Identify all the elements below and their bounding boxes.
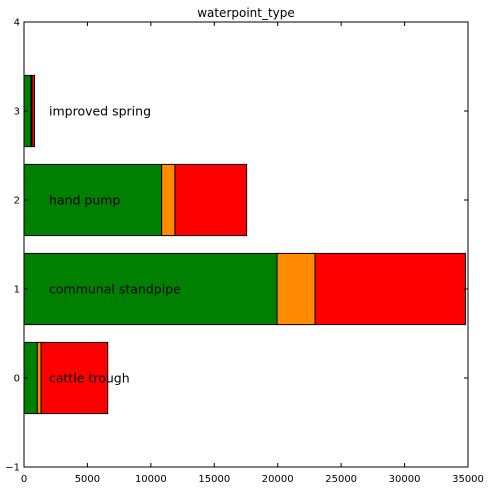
- axis-ticks: [23, 21, 469, 468]
- y-tick-label: 4: [14, 18, 20, 29]
- bars: [23, 74, 466, 415]
- bar-segment: [276, 252, 316, 326]
- bar-segment: [31, 74, 36, 148]
- y-tick-label: 0: [14, 374, 20, 385]
- y-tick-label: 1: [14, 285, 20, 296]
- x-tick-labels: 0 5000 10000 15000 20000 25000 30000 35000: [21, 474, 484, 485]
- x-tick-label: 5000: [75, 474, 100, 485]
- y-tick-label: 2: [14, 196, 20, 207]
- bar-segment: [174, 163, 248, 237]
- x-tick-label: 25000: [325, 474, 357, 485]
- y-tick-labels: −1 0 1 2 3 4: [5, 18, 20, 474]
- bar-segment: [23, 252, 278, 326]
- bar-segment: [40, 341, 109, 415]
- x-tick-label: 20000: [262, 474, 294, 485]
- category-label: hand pump: [49, 193, 120, 208]
- category-label: improved spring: [49, 104, 151, 119]
- bar-segment: [161, 163, 176, 237]
- y-tick-label: −1: [5, 463, 20, 474]
- x-tick-label: 10000: [135, 474, 167, 485]
- bar-segment: [36, 341, 42, 415]
- plot-frame: [23, 21, 469, 468]
- category-label: communal standpipe: [49, 282, 181, 297]
- bar-segment: [314, 252, 466, 326]
- x-tick-label: 35000: [452, 474, 484, 485]
- category-label: cattle trough: [49, 371, 130, 386]
- y-tick-label: 3: [14, 107, 20, 118]
- chart-title: waterpoint_type: [197, 6, 295, 20]
- category-labels: cattle trough communal standpipe hand pump…: [49, 104, 181, 386]
- x-tick-label: 30000: [389, 474, 421, 485]
- bar-segment: [23, 163, 163, 237]
- x-tick-label: 15000: [198, 474, 230, 485]
- x-tick-label: 0: [21, 474, 27, 485]
